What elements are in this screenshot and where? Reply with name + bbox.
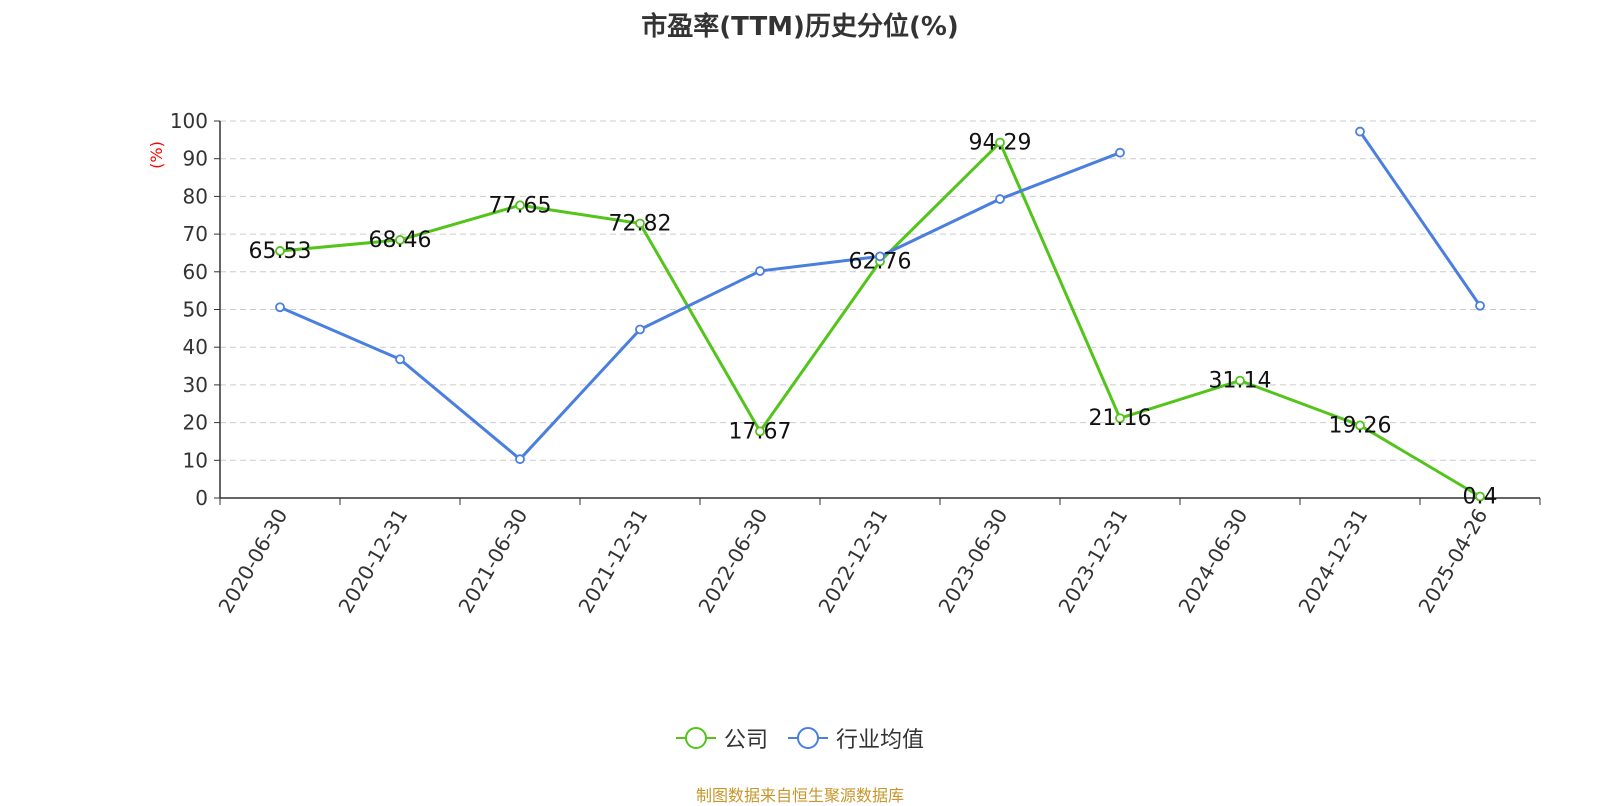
data-label: 77.65 (489, 193, 552, 218)
data-label: 94.29 (969, 131, 1032, 156)
data-point-industry (1475, 300, 1485, 311)
legend-industry-label: 行业均值 (836, 728, 925, 753)
y-axis-label: (%) (147, 141, 166, 169)
data-point-industry (1355, 126, 1365, 137)
legend-industry-marker-icon (788, 726, 828, 750)
y-tick-label: 30 (183, 373, 208, 397)
x-tick-label: 2021-06-30 (453, 505, 532, 618)
x-tick-label: 2021-12-31 (573, 505, 652, 618)
legend-company-marker-icon (675, 726, 716, 750)
data-point-company (755, 426, 765, 437)
data-label: 62.76 (849, 249, 912, 274)
data-point-company (995, 137, 1005, 148)
data-point-company (1115, 413, 1125, 424)
x-tick-label: 2020-06-30 (213, 505, 292, 618)
data-point-company (275, 246, 285, 256)
y-tick-label: 60 (183, 260, 208, 284)
series-line-industry (1358, 130, 1482, 307)
x-tick-label: 2024-12-31 (1293, 505, 1372, 618)
data-point-company (1475, 491, 1485, 502)
y-tick-label: 70 (183, 222, 208, 246)
x-tick-label: 2022-06-30 (693, 505, 772, 618)
data-point-industry (275, 302, 285, 313)
legend-item-company[interactable]: 公司 (675, 722, 768, 754)
y-tick-label: 80 (183, 184, 208, 208)
data-label: 21.16 (1089, 406, 1152, 431)
y-tick-label: 50 (183, 298, 208, 322)
x-tick-label: 2024-06-30 (1173, 505, 1252, 618)
y-tick-label: 20 (183, 411, 208, 435)
y-tick-label: 0 (195, 486, 208, 510)
legend: 公司 行业均值 (0, 722, 1600, 754)
x-tick-label: 2022-12-31 (813, 505, 892, 618)
y-tick-label: 90 (183, 147, 208, 171)
data-label: 68.46 (369, 228, 432, 253)
data-source-note: 制图数据来自恒生聚源数据库 (695, 786, 904, 805)
y-tick-label: 10 (183, 448, 208, 472)
data-point-industry (395, 354, 405, 365)
data-point-industry (995, 194, 1005, 204)
data-point-company (1235, 375, 1245, 386)
data-label: 17.67 (729, 419, 792, 444)
data-label: 72.82 (609, 211, 672, 236)
legend-company-label: 公司 (723, 728, 768, 753)
x-tick-label: 2023-06-30 (933, 505, 1012, 618)
y-tick-label: 40 (183, 335, 208, 359)
data-point-company (635, 218, 645, 229)
chart-title: 市盈率(TTM)历史分位(%) (641, 12, 959, 42)
data-point-industry (875, 251, 885, 262)
data-point-industry (515, 454, 525, 465)
data-point-industry (1115, 147, 1125, 158)
data-point-company (515, 200, 525, 211)
data-label: 65.53 (249, 239, 312, 264)
data-label: 19.26 (1329, 413, 1392, 438)
series-line-company (279, 141, 1481, 498)
legend-item-industry[interactable]: 行业均值 (788, 722, 924, 754)
x-tick-label: 2020-12-31 (333, 505, 412, 618)
data-point-company (1355, 420, 1365, 431)
series-line-industry (279, 151, 1121, 461)
data-point-company (395, 235, 405, 245)
data-label: 31.14 (1209, 369, 1272, 394)
y-tick-label: 100 (170, 109, 208, 133)
x-tick-label: 2023-12-31 (1053, 505, 1132, 618)
data-label: 0.4 (1463, 484, 1498, 509)
x-tick-label: 2025-04-26 (1413, 505, 1492, 618)
data-point-industry (635, 324, 645, 335)
data-point-industry (755, 266, 765, 276)
